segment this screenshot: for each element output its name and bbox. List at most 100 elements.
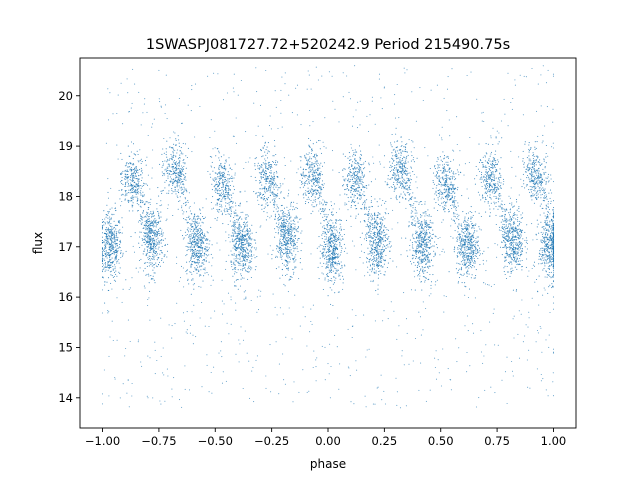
data-point: [224, 197, 226, 200]
data-point: [144, 239, 146, 241]
data-point: [245, 238, 247, 240]
data-point: [108, 355, 110, 357]
data-point: [264, 195, 266, 198]
data-point: [368, 215, 370, 217]
data-point: [247, 230, 249, 232]
data-point: [309, 331, 311, 333]
data-point: [303, 193, 305, 195]
data-point: [290, 160, 292, 162]
data-point: [200, 286, 202, 288]
data-point: [313, 199, 315, 201]
data-point: [110, 218, 112, 220]
data-point: [319, 172, 322, 175]
data-point: [259, 167, 261, 169]
data-point: [206, 243, 208, 245]
data-point: [265, 167, 267, 170]
data-point: [284, 224, 286, 226]
data-point: [111, 225, 113, 227]
data-point: [283, 229, 285, 231]
data-point: [314, 185, 317, 187]
data-point: [334, 238, 336, 240]
data-point: [332, 214, 334, 216]
data-point: [174, 179, 176, 181]
data-point: [292, 401, 294, 403]
data-point: [117, 158, 119, 160]
data-point: [269, 177, 272, 179]
data-point: [193, 245, 195, 248]
data-point: [290, 220, 292, 222]
data-point: [330, 224, 332, 227]
data-point: [248, 235, 250, 237]
data-point: [267, 178, 269, 180]
data-point: [175, 163, 177, 166]
data-point: [266, 152, 268, 154]
data-point: [358, 168, 360, 170]
data-point: [158, 98, 160, 100]
data-point: [298, 238, 300, 240]
data-point: [169, 146, 171, 148]
data-point: [350, 215, 352, 217]
data-point: [279, 249, 281, 252]
data-point: [250, 251, 252, 253]
data-point: [101, 403, 104, 405]
data-point: [229, 206, 231, 208]
data-point: [229, 208, 231, 210]
data-point: [264, 178, 266, 180]
data-point: [108, 268, 110, 270]
data-point: [160, 106, 162, 108]
data-point: [291, 235, 293, 237]
data-point: [231, 169, 233, 171]
data-point: [335, 220, 337, 222]
data-point: [179, 163, 181, 165]
data-point: [215, 191, 217, 193]
data-point: [152, 247, 154, 249]
data-point: [197, 222, 199, 224]
data-point: [260, 173, 263, 176]
data-point: [120, 205, 122, 207]
data-point: [220, 162, 222, 165]
data-point: [149, 188, 151, 190]
data-point: [355, 168, 357, 170]
data-point: [307, 153, 309, 156]
data-point: [334, 239, 336, 241]
data-point: [273, 210, 275, 212]
data-point: [137, 339, 140, 341]
data-point: [338, 235, 340, 237]
data-point: [239, 231, 241, 233]
data-point: [260, 150, 263, 152]
data-point: [148, 247, 150, 249]
data-point: [322, 256, 324, 258]
data-point: [209, 173, 211, 175]
data-point: [134, 191, 136, 193]
data-point: [191, 255, 193, 257]
data-point: [162, 175, 164, 177]
data-point: [196, 239, 198, 241]
data-point: [199, 236, 201, 238]
data-point: [303, 183, 306, 185]
data-point: [321, 234, 323, 236]
data-point: [241, 229, 243, 231]
data-point: [150, 220, 152, 222]
data-point: [112, 268, 114, 270]
data-point: [185, 245, 187, 247]
data-point: [328, 251, 330, 253]
data-point: [131, 200, 133, 202]
data-point: [189, 246, 191, 248]
data-point: [277, 127, 279, 130]
data-point: [218, 187, 220, 189]
data-point: [350, 205, 352, 207]
data-point: [290, 244, 293, 246]
data-point: [166, 256, 168, 258]
data-point: [116, 247, 118, 249]
data-point: [246, 248, 248, 250]
data-point: [258, 195, 260, 197]
data-point: [234, 163, 236, 165]
data-point: [191, 85, 193, 87]
data-point: [141, 172, 143, 174]
data-point: [141, 222, 143, 224]
data-point: [233, 177, 235, 179]
data-point: [116, 275, 118, 277]
data-point: [137, 169, 139, 171]
data-point: [153, 219, 155, 221]
data-point: [240, 260, 242, 262]
